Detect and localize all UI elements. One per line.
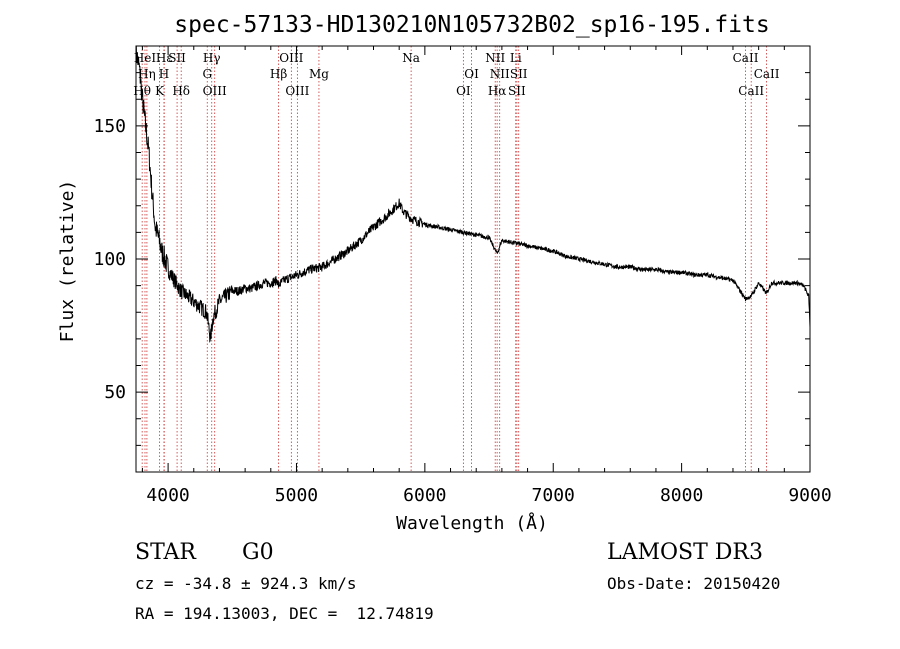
coordinates: RA = 194.13003, DEC = 12.74819 xyxy=(135,604,434,623)
line-label: Li xyxy=(510,51,522,65)
x-axis-label: Wavelength (Å) xyxy=(396,512,548,534)
y-tick-label: 150 xyxy=(93,116,126,137)
line-label: CaII xyxy=(733,51,759,65)
line-label: OIII xyxy=(285,84,309,98)
chart-title: spec-57133-HD130210N105732B02_sp16-195.f… xyxy=(174,12,769,38)
line-label: OI xyxy=(464,67,479,81)
line-label: NII xyxy=(485,51,505,65)
line-label: CaII xyxy=(754,67,780,81)
x-axis: 4000 5000 6000 7000 8000 9000 xyxy=(141,46,832,506)
line-label: Hβ xyxy=(270,67,287,81)
line-label: CaII xyxy=(738,84,764,98)
y-tick-label: 50 xyxy=(104,382,126,403)
line-label: Hη xyxy=(138,67,156,81)
line-label: SII xyxy=(508,84,526,98)
line-label: Hδ xyxy=(172,84,190,98)
y-axis-label: Flux (relative) xyxy=(57,180,78,343)
plot-frame xyxy=(135,45,811,473)
line-label: OI xyxy=(456,84,471,98)
line-markers xyxy=(141,46,768,472)
line-label: SII xyxy=(510,67,528,81)
y-axis: 50 100 150 xyxy=(93,45,810,446)
x-tick-label: 9000 xyxy=(788,485,831,506)
redshift-readout: cz = -34.8 ± 924.3 km/s xyxy=(135,574,357,593)
object-subclass: G0 xyxy=(242,540,274,565)
survey-name: LAMOST DR3 xyxy=(607,540,763,565)
spectrum-line xyxy=(135,45,811,343)
line-label: SII xyxy=(168,51,186,65)
line-label: Hα xyxy=(488,84,507,98)
line-label: Na xyxy=(402,51,420,65)
y-tick-label: 100 xyxy=(93,249,126,270)
line-label: HeI xyxy=(134,51,157,65)
x-tick-label: 6000 xyxy=(403,485,446,506)
obs-date: Obs-Date: 20150420 xyxy=(607,574,781,593)
x-tick-label: 8000 xyxy=(660,485,703,506)
line-label: G xyxy=(202,67,212,81)
line-label: NII xyxy=(490,67,510,81)
line-label: K xyxy=(155,84,165,98)
line-label: OIII xyxy=(279,51,303,65)
line-label: OIII xyxy=(203,84,227,98)
x-tick-label: 5000 xyxy=(275,485,318,506)
line-label: Hγ xyxy=(203,51,221,65)
x-tick-label: 4000 xyxy=(146,485,189,506)
x-tick-label: 7000 xyxy=(532,485,575,506)
line-label: H xyxy=(159,67,169,81)
object-class: STAR xyxy=(135,540,196,565)
line-label: Mg xyxy=(309,67,329,81)
